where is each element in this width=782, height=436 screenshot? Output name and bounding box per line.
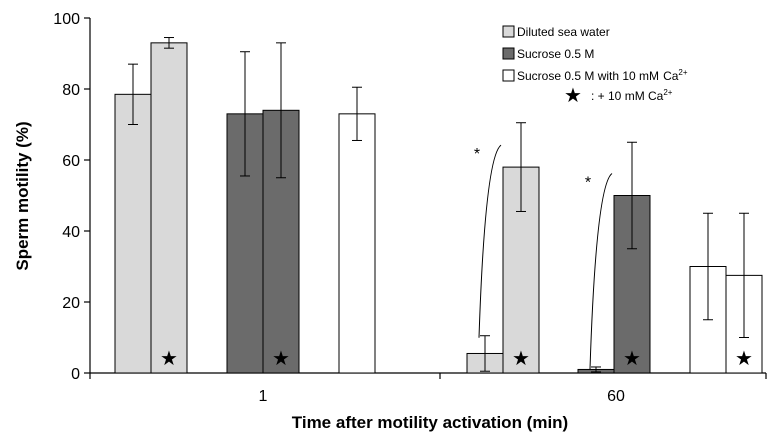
- legend-swatch: [502, 47, 515, 60]
- y-tick-label: 0: [71, 366, 80, 383]
- legend-star-label: : + 10 mM Ca2+: [591, 88, 673, 103]
- x-tick-label: 1: [259, 388, 268, 405]
- ca-star-marker: ★: [735, 346, 753, 370]
- legend-swatch: [502, 69, 515, 82]
- y-tick-label: 40: [62, 224, 80, 241]
- significance-label: *: [585, 175, 591, 192]
- bar: [114, 93, 152, 374]
- legend-star-icon: ★: [564, 83, 582, 107]
- significance-bracket: [589, 173, 613, 369]
- y-axis-title: Sperm motility (%): [13, 121, 32, 270]
- x-tick-label: 60: [607, 388, 625, 405]
- ca-star-marker: ★: [160, 346, 178, 370]
- legend-label: Sucrose 0.5 M with 10 mM Ca2+: [517, 68, 688, 83]
- bar: [150, 42, 188, 374]
- significance-label: *: [474, 146, 480, 163]
- ca-star-marker: ★: [512, 346, 530, 370]
- y-tick-label: 80: [62, 82, 80, 99]
- y-tick-label: 20: [62, 295, 80, 312]
- legend-label: Diluted sea water: [517, 25, 610, 39]
- y-tick-label: 100: [53, 11, 80, 28]
- x-axis-title: Time after motility activation (min): [292, 413, 568, 432]
- legend-label: Sucrose 0.5 M: [517, 47, 594, 61]
- legend-swatch: [502, 25, 515, 38]
- bar: [338, 113, 376, 374]
- ca-star-marker: ★: [623, 346, 641, 370]
- significance-bracket: [478, 144, 502, 338]
- y-tick-label: 60: [62, 153, 80, 170]
- ca-star-marker: ★: [272, 346, 290, 370]
